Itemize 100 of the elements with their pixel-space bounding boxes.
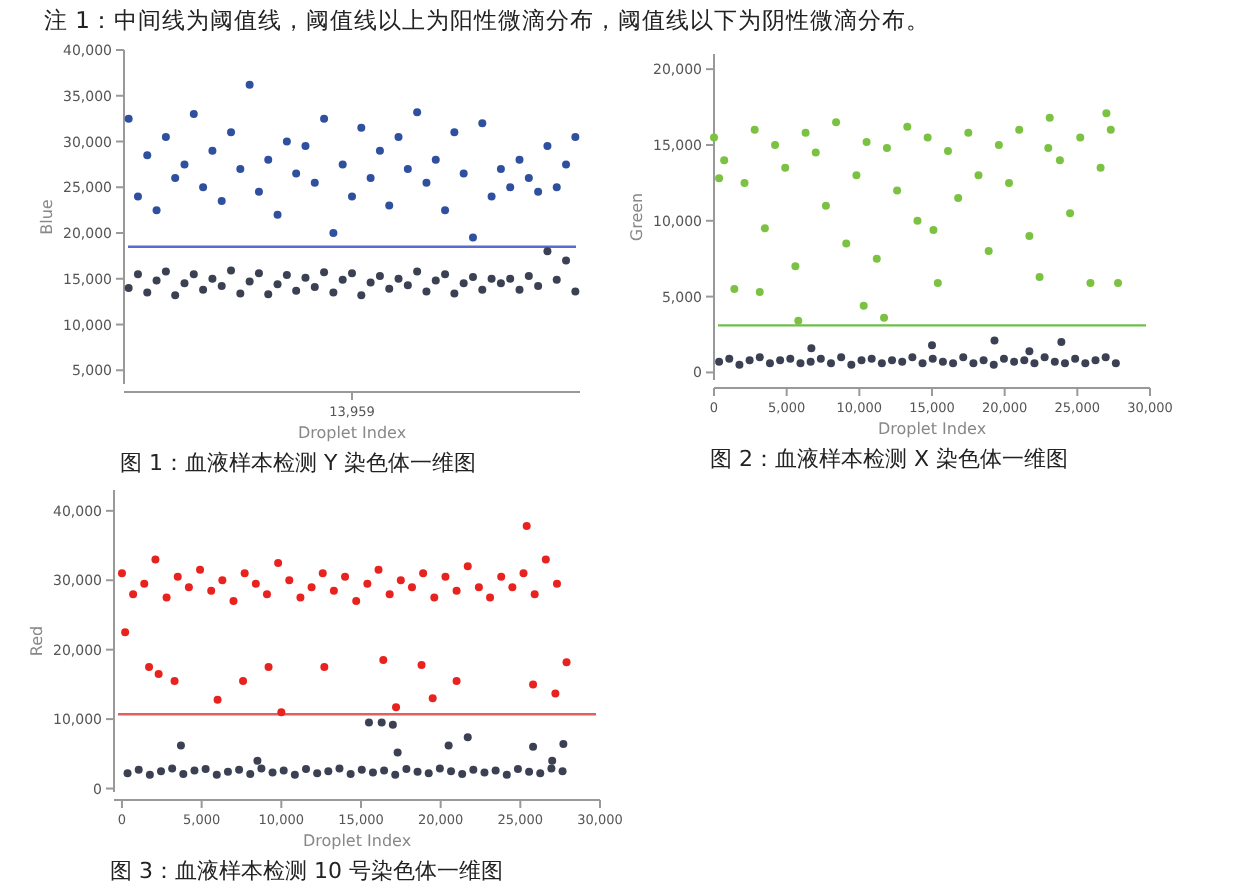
point xyxy=(923,133,932,142)
point xyxy=(430,593,439,602)
point xyxy=(254,269,263,278)
point xyxy=(441,270,450,279)
point xyxy=(239,676,248,685)
point xyxy=(394,274,403,283)
point xyxy=(245,80,254,89)
point xyxy=(524,174,533,183)
point xyxy=(152,276,161,285)
point xyxy=(117,569,126,578)
point xyxy=(422,178,431,187)
point xyxy=(352,597,361,606)
point xyxy=(133,270,142,279)
point xyxy=(428,694,437,703)
point xyxy=(807,344,816,353)
point xyxy=(725,354,734,363)
point xyxy=(816,354,825,363)
point xyxy=(755,353,764,362)
point xyxy=(424,769,433,778)
point xyxy=(811,148,820,157)
point xyxy=(715,174,724,183)
point xyxy=(363,579,372,588)
point xyxy=(1040,353,1049,362)
point xyxy=(571,132,580,141)
point xyxy=(1035,272,1044,281)
point xyxy=(730,285,739,294)
point xyxy=(176,741,185,750)
point xyxy=(201,765,210,774)
point xyxy=(928,354,937,363)
point xyxy=(229,597,238,606)
y-axis-title: Green xyxy=(628,192,646,242)
point xyxy=(161,267,170,276)
point xyxy=(519,569,528,578)
point xyxy=(320,663,329,672)
point xyxy=(329,288,338,297)
point xyxy=(364,718,373,727)
point xyxy=(199,285,208,294)
point xyxy=(218,576,227,585)
point xyxy=(1057,338,1066,347)
point xyxy=(832,118,841,127)
point xyxy=(223,767,232,776)
point xyxy=(419,569,428,578)
point xyxy=(329,229,338,238)
point xyxy=(469,765,478,774)
point xyxy=(1010,357,1019,366)
point xyxy=(227,128,236,137)
point xyxy=(888,356,897,365)
point xyxy=(710,133,718,142)
point xyxy=(903,122,912,131)
point xyxy=(121,628,130,637)
point xyxy=(452,586,461,595)
point xyxy=(745,356,754,365)
point xyxy=(145,770,154,779)
point xyxy=(366,278,375,287)
point xyxy=(368,768,377,777)
point xyxy=(441,206,450,215)
point xyxy=(508,583,517,592)
point xyxy=(346,769,355,778)
point xyxy=(274,558,283,567)
point xyxy=(124,114,133,123)
point xyxy=(1044,144,1053,153)
point xyxy=(145,663,154,672)
text: 注 1：中间线为阈值线，阈值线以上为阳性微滴分布，阈值线以下为阴性微滴分布。 xyxy=(44,6,930,34)
point xyxy=(196,565,205,574)
text: 图 1：血液样本检测 Y 染色体一维图 xyxy=(120,450,477,476)
point xyxy=(240,569,249,578)
point xyxy=(1015,125,1024,134)
point xyxy=(310,178,319,187)
point xyxy=(180,279,189,288)
point xyxy=(168,764,177,773)
point xyxy=(441,572,450,581)
point xyxy=(134,765,143,774)
point xyxy=(444,741,453,750)
point xyxy=(913,216,922,225)
point xyxy=(1096,163,1105,172)
point xyxy=(1076,133,1085,142)
point xyxy=(318,569,327,578)
point xyxy=(1025,231,1034,240)
point xyxy=(1071,354,1080,363)
point xyxy=(1060,359,1069,368)
point xyxy=(929,225,938,234)
point xyxy=(292,169,301,178)
point xyxy=(491,766,500,775)
point xyxy=(282,137,291,146)
point xyxy=(541,555,550,564)
point xyxy=(938,357,947,366)
point xyxy=(487,274,496,283)
point xyxy=(170,676,179,685)
point xyxy=(735,360,744,369)
point xyxy=(403,164,412,173)
point xyxy=(468,272,477,281)
point xyxy=(515,285,524,294)
point xyxy=(522,522,531,531)
point xyxy=(268,768,277,777)
point xyxy=(715,357,724,366)
point xyxy=(536,769,545,778)
point xyxy=(217,282,226,291)
point xyxy=(882,144,891,153)
point xyxy=(375,146,384,155)
point xyxy=(1055,156,1064,165)
